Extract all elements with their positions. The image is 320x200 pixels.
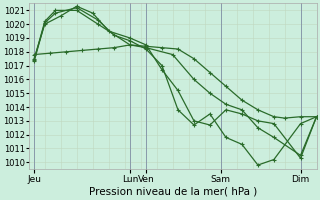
- X-axis label: Pression niveau de la mer( hPa ): Pression niveau de la mer( hPa ): [89, 187, 257, 197]
